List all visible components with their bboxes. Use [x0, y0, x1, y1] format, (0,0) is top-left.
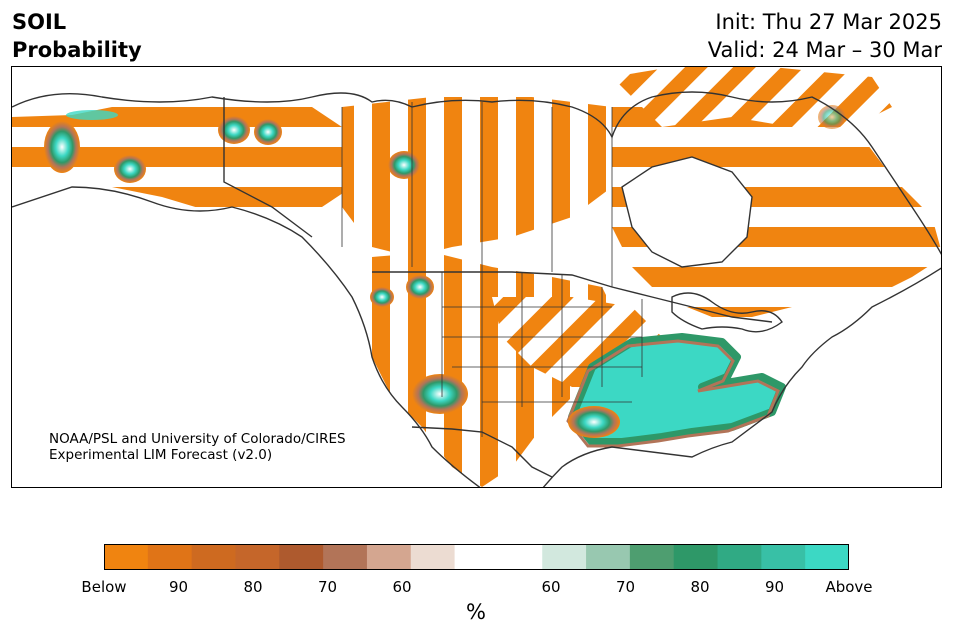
forecast-dates: Init: Thu 27 Mar 2025 Valid: 24 Mar – 30… [708, 8, 942, 64]
colorbar-swatch [586, 544, 631, 570]
blob-labrador [818, 105, 846, 129]
colorbar-swatch [279, 544, 324, 570]
colorbar-swatch [147, 544, 193, 570]
blob-bc [388, 151, 420, 179]
colorbar-swatch [717, 544, 762, 570]
blob-alaska-west [44, 121, 80, 173]
colorbar [104, 544, 849, 570]
blob-texas [568, 406, 620, 438]
above-southeast-edge [566, 339, 780, 448]
colorbar-tick-label: Above [825, 578, 873, 596]
blob-yukon-2 [254, 119, 282, 145]
field-canada-west [342, 97, 632, 257]
blob-yukon-1 [218, 116, 250, 144]
colorbar-outline [104, 544, 849, 570]
credit-line-2: Experimental LIM Forecast (v2.0) [49, 447, 273, 463]
coastline-north [12, 91, 941, 255]
map-panel [11, 66, 942, 488]
colorbar-tick-label: 80 [243, 578, 263, 596]
colorbar-swatch [673, 544, 719, 570]
colorbar-tick-label: 90 [168, 578, 189, 596]
great-lakes [671, 292, 783, 333]
colorbar-tick-label: 60 [392, 578, 412, 596]
credit-line-1: NOAA/PSL and University of Colorado/CIRE… [49, 431, 346, 447]
colorbar-tick-label: 70 [615, 578, 636, 596]
blob-southwest [412, 374, 468, 414]
colorbar-tick-label: 80 [690, 578, 710, 596]
colorbar-swatch [805, 544, 849, 570]
border-alaska-canada [223, 97, 313, 238]
probability-map [12, 67, 941, 487]
border-us-mexico [411, 426, 553, 478]
colorbar-swatches [104, 544, 849, 570]
title-line-type: Probability [12, 38, 142, 62]
colorbar-swatch [761, 544, 806, 570]
colorbar-swatch [235, 544, 280, 570]
hudson-bay-shore [621, 156, 753, 268]
blob-alaska-central [114, 155, 146, 183]
colorbar-swatch [410, 544, 456, 570]
blob-idaho [406, 275, 434, 299]
colorbar-swatch [191, 544, 236, 570]
colorbar-unit: % [466, 600, 486, 624]
blob-pacific-nw [370, 287, 394, 307]
valid-range: Valid: 24 Mar – 30 Mar [707, 38, 942, 62]
colorbar-swatch [323, 544, 368, 570]
state-lines [441, 272, 643, 437]
province-lines [341, 102, 613, 287]
colorbar-swatch [629, 544, 675, 570]
hudson-bay [622, 157, 752, 267]
title-line-variable: SOIL [12, 10, 67, 34]
colorbar-swatch [454, 544, 499, 570]
colorbar-swatch [498, 544, 543, 570]
init-date: Init: Thu 27 Mar 2025 [715, 10, 942, 34]
map-title: SOIL Probability [12, 8, 142, 64]
colorbar-tick-label: 70 [317, 578, 338, 596]
credit-text: NOAA/PSL and University of Colorado/CIRE… [49, 431, 346, 463]
coastline-east [542, 267, 941, 487]
coastline-west [12, 186, 481, 487]
below-normal-field [12, 67, 941, 487]
colorbar-swatch [366, 544, 412, 570]
colorbar-tick-label: Below [81, 578, 127, 596]
boundary-lines [12, 91, 941, 487]
above-normal-field [44, 105, 846, 448]
colorbar-tick-label: 90 [764, 578, 785, 596]
above-southeast [568, 333, 786, 446]
blob-arctic [66, 110, 118, 120]
colorbar-swatch [542, 544, 587, 570]
colorbar-swatch [104, 544, 149, 570]
colorbar-tick-label: 60 [541, 578, 561, 596]
